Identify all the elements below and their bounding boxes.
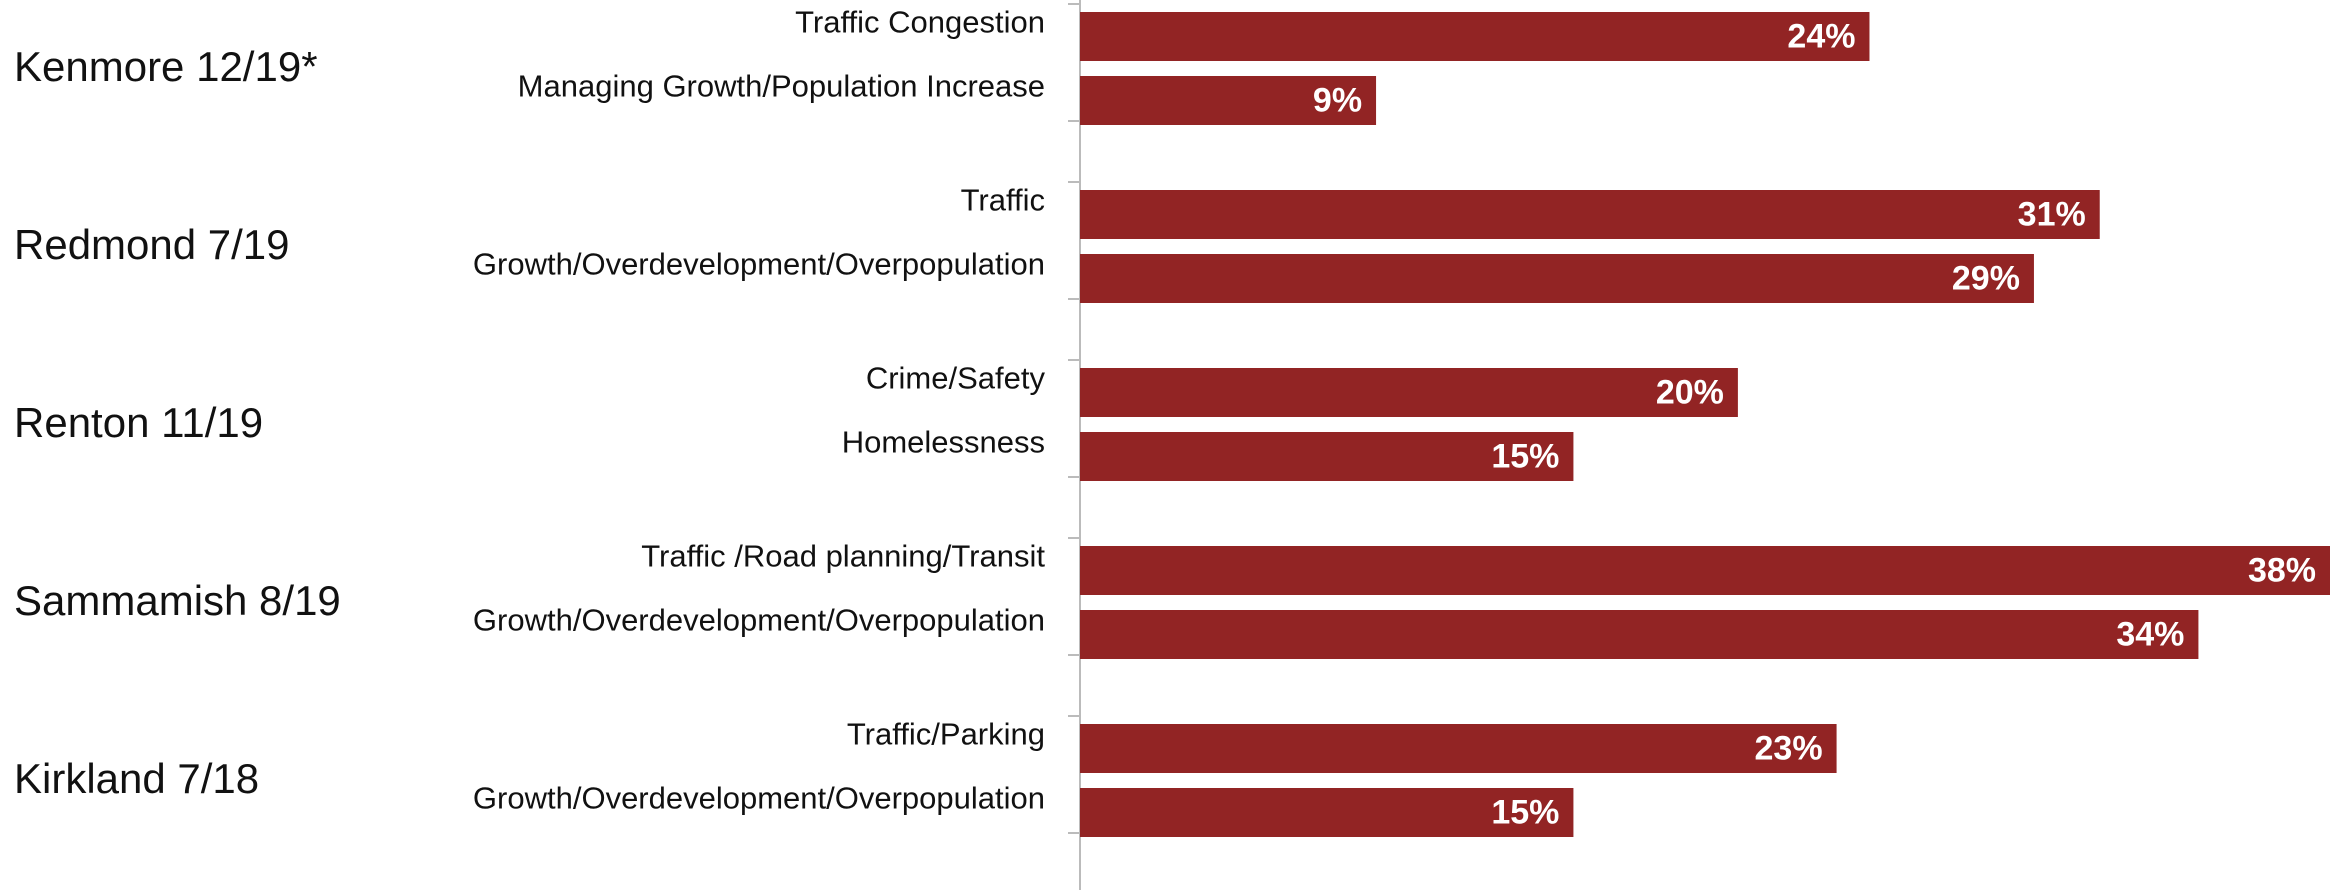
category-label: Crime/Safety: [866, 361, 1046, 396]
category-label: Traffic /Road planning/Transit: [641, 539, 1045, 574]
group-label: Sammamish 8/19: [14, 577, 341, 624]
bar: [1080, 724, 1837, 773]
category-label: Growth/Overdevelopment/Overpopulation: [473, 603, 1045, 638]
bar: [1080, 254, 2034, 303]
value-label: 34%: [2116, 615, 2184, 653]
value-label: 31%: [2018, 195, 2086, 233]
value-label: 29%: [1952, 259, 2020, 297]
bar: [1080, 368, 1738, 417]
category-label: Traffic: [961, 183, 1045, 218]
category-label: Growth/Overdevelopment/Overpopulation: [473, 247, 1045, 282]
group-label: Kenmore 12/19*: [14, 43, 318, 90]
group-label: Kirkland 7/18: [14, 755, 259, 802]
bar: [1080, 788, 1574, 837]
group-label: Renton 11/19: [14, 399, 263, 446]
bar: [1080, 546, 2330, 595]
value-label: 15%: [1491, 437, 1559, 475]
value-label: 20%: [1656, 373, 1724, 411]
bar: [1080, 76, 1377, 125]
bar: [1080, 610, 2199, 659]
category-label: Traffic/Parking: [847, 717, 1045, 752]
group-label: Redmond 7/19: [14, 221, 290, 268]
value-label: 9%: [1313, 81, 1362, 119]
bar: [1080, 12, 1870, 61]
category-label: Managing Growth/Population Increase: [518, 69, 1045, 104]
bar: [1080, 432, 1574, 481]
value-label: 38%: [2248, 551, 2316, 589]
value-label: 15%: [1491, 793, 1559, 831]
value-label: 24%: [1787, 17, 1855, 55]
category-label: Growth/Overdevelopment/Overpopulation: [473, 781, 1045, 816]
value-label: 23%: [1755, 729, 1823, 767]
bar: [1080, 190, 2100, 239]
category-label: Homelessness: [842, 425, 1045, 460]
category-label: Traffic Congestion: [795, 5, 1045, 40]
